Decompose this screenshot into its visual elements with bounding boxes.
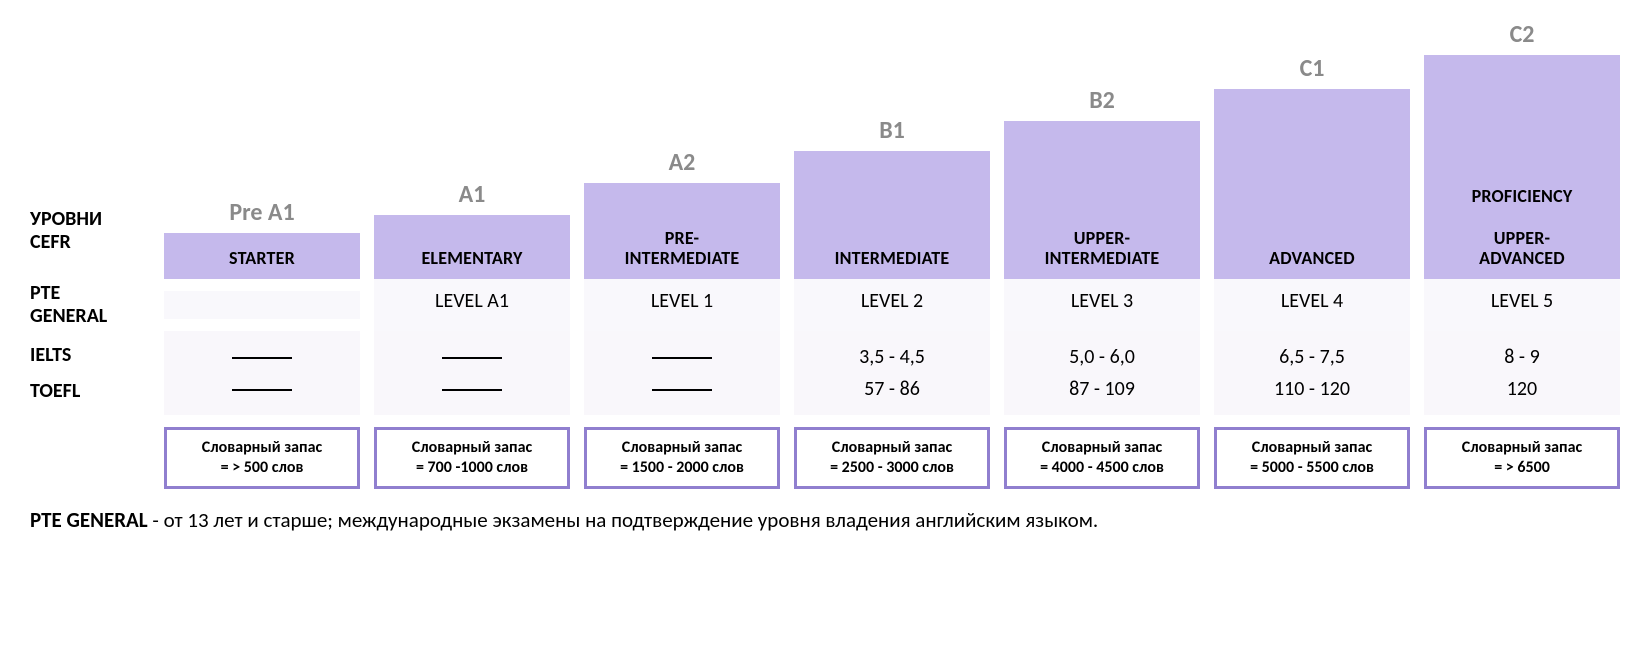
vocab-cell: Словарный запас = 2500 - 3000 слов: [794, 427, 990, 489]
level-bar: PROFICIENCY UPPER- ADVANCED: [1424, 55, 1620, 279]
level-name: STARTER: [229, 248, 295, 269]
pte-cell: LEVEL 3: [1004, 279, 1200, 331]
footnote-bold: PTE GENERAL: [30, 507, 148, 533]
ielts-value: 3,5 - 4,5: [859, 345, 925, 369]
level-name: UPPER- INTERMEDIATE: [1045, 228, 1160, 269]
level-col-3: B1 INTERMEDIATE: [794, 116, 990, 279]
vocab-cell: Словарный запас = > 6500: [1424, 427, 1620, 489]
level-col-4: B2 UPPER- INTERMEDIATE: [1004, 86, 1200, 279]
toefl-value: [232, 377, 292, 401]
label-ielts-toefl: IELTS TOEFL: [30, 337, 150, 409]
label-ielts: IELTS: [30, 343, 71, 367]
scores-cell: [584, 331, 780, 415]
level-col-1: A1 ELEMENTARY: [374, 180, 570, 279]
level-code: A1: [374, 180, 570, 209]
toefl-value: [652, 377, 712, 401]
pte-cell: LEVEL 2: [794, 279, 990, 331]
toefl-value: 57 - 86: [864, 377, 920, 401]
toefl-value: [442, 377, 502, 401]
level-bar: STARTER: [164, 233, 360, 279]
level-name: PRE- INTERMEDIATE: [625, 228, 740, 269]
scores-cell: 3,5 - 4,5 57 - 86: [794, 331, 990, 415]
level-code: C1: [1214, 54, 1410, 83]
toefl-value: 120: [1507, 377, 1537, 401]
ielts-value: 6,5 - 7,5: [1279, 345, 1345, 369]
label-pte: PTE GENERAL: [30, 282, 150, 328]
level-col-6: C2 PROFICIENCY UPPER- ADVANCED: [1424, 20, 1620, 279]
vocab-cell: Словарный запас = 700 -1000 слов: [374, 427, 570, 489]
toefl-value: 87 - 109: [1069, 377, 1135, 401]
level-bar: PRE- INTERMEDIATE: [584, 183, 780, 279]
level-bar: UPPER- INTERMEDIATE: [1004, 121, 1200, 279]
scores-cell: [164, 331, 360, 415]
vocab-cell: Словарный запас = 5000 - 5500 слов: [1214, 427, 1410, 489]
level-code: A2: [584, 148, 780, 177]
level-name: ADVANCED: [1269, 248, 1355, 269]
label-cefr: УРОВНИ CEFR: [30, 208, 150, 279]
pte-cell: LEVEL 5: [1424, 279, 1620, 331]
level-chart: УРОВНИ CEFR Pre A1 STARTER A1 ELEMENTARY…: [30, 20, 1620, 489]
ielts-value: [232, 345, 292, 369]
scores-cell: 5,0 - 6,0 87 - 109: [1004, 331, 1200, 415]
level-bar: ADVANCED: [1214, 89, 1410, 279]
footnote-rest: - от 13 лет и старше; международные экза…: [148, 507, 1099, 533]
level-code: B2: [1004, 86, 1200, 115]
pte-cell: LEVEL 4: [1214, 279, 1410, 331]
level-bar: ELEMENTARY: [374, 215, 570, 279]
level-bar: INTERMEDIATE: [794, 151, 990, 279]
level-col-5: C1 ADVANCED: [1214, 54, 1410, 279]
pte-cell: [164, 291, 360, 319]
vocab-cell: Словарный запас = > 500 слов: [164, 427, 360, 489]
footnote: PTE GENERAL - от 13 лет и старше; междун…: [30, 507, 1620, 533]
level-code: B1: [794, 116, 990, 145]
toefl-value: 110 - 120: [1274, 377, 1350, 401]
ielts-value: 5,0 - 6,0: [1069, 345, 1135, 369]
vocab-cell: Словарный запас = 4000 - 4500 слов: [1004, 427, 1200, 489]
pte-cell: LEVEL A1: [374, 279, 570, 331]
pte-cell: LEVEL 1: [584, 279, 780, 331]
level-code: C2: [1424, 20, 1620, 49]
level-name: PROFICIENCY UPPER- ADVANCED: [1472, 186, 1573, 269]
level-col-0: Pre A1 STARTER: [164, 198, 360, 279]
ielts-value: 8 - 9: [1504, 345, 1539, 369]
vocab-cell: Словарный запас = 1500 - 2000 слов: [584, 427, 780, 489]
level-code: Pre A1: [164, 198, 360, 227]
ielts-value: [652, 345, 712, 369]
scores-cell: 8 - 9 120: [1424, 331, 1620, 415]
level-name: INTERMEDIATE: [835, 248, 950, 269]
level-col-2: A2 PRE- INTERMEDIATE: [584, 148, 780, 279]
scores-cell: 6,5 - 7,5 110 - 120: [1214, 331, 1410, 415]
label-toefl: TOEFL: [30, 379, 80, 403]
level-name: ELEMENTARY: [421, 248, 522, 269]
ielts-value: [442, 345, 502, 369]
scores-cell: [374, 331, 570, 415]
